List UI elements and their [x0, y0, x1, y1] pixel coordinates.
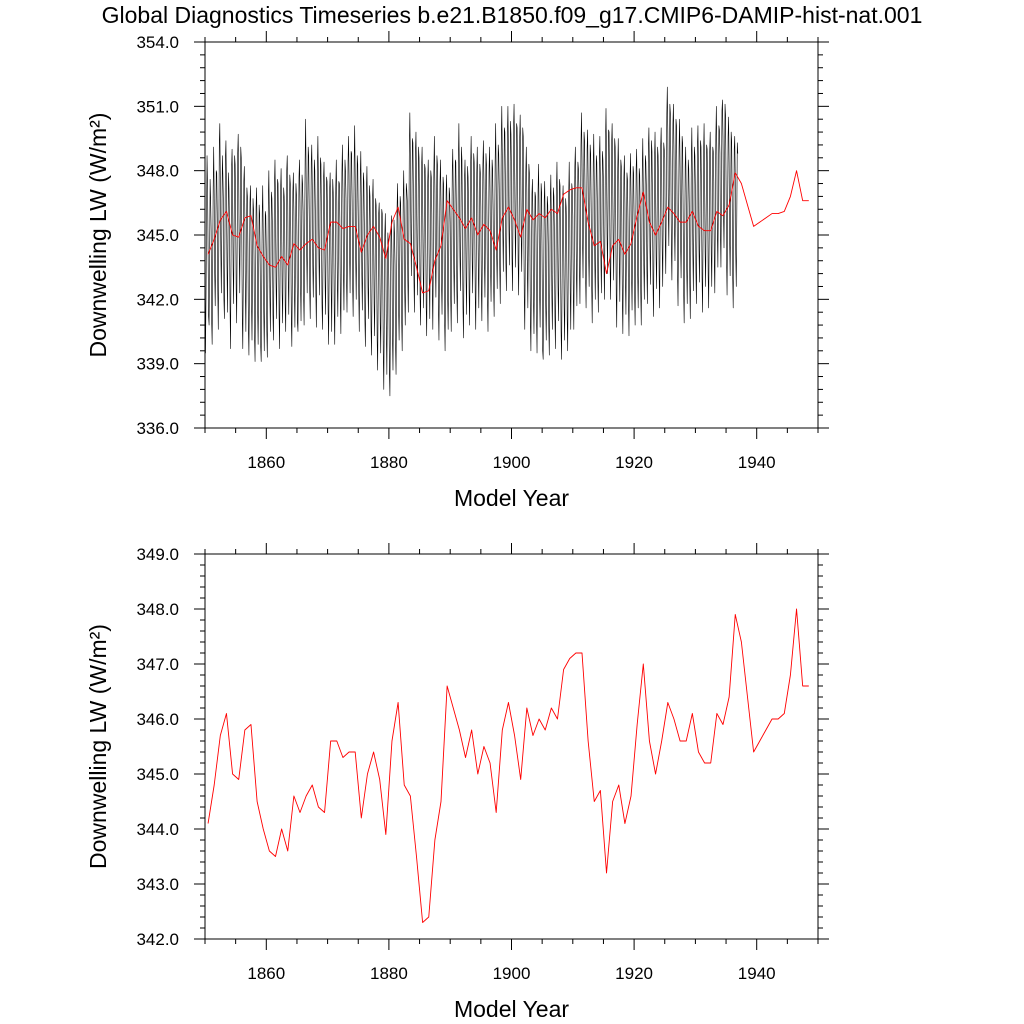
monthly-series-line [204, 86, 739, 397]
top-x-axis-title: Model Year [454, 485, 569, 511]
x-tick-label: 1900 [493, 453, 531, 472]
bottom-y-axis-title: Downwelling LW (W/m²) [85, 624, 111, 869]
x-tick-label: 1940 [738, 453, 776, 472]
x-tick-label: 1880 [370, 453, 408, 472]
x-tick-label: 1860 [247, 453, 285, 472]
y-tick-label: 354.0 [136, 33, 179, 52]
y-tick-label: 343.0 [136, 875, 179, 894]
y-tick-label: 342.0 [136, 290, 179, 309]
bottom-x-axis-title: Model Year [454, 996, 569, 1022]
bottom-ticks: 342.0 343.0 344.0 345.0 346.0 347.0 348.0 349.0… [136, 543, 829, 983]
x-tick-label: 1880 [370, 964, 408, 983]
y-tick-label: 336.0 [136, 419, 179, 438]
bottom-plot-frame [204, 553, 819, 940]
y-tick-label: 347.0 [136, 655, 179, 674]
y-tick-label: 345.0 [136, 765, 179, 784]
page-title: Global Diagnostics Timeseries b.e21.B185… [101, 2, 923, 28]
x-tick-label: 1860 [247, 964, 285, 983]
y-tick-label: 345.0 [136, 226, 179, 245]
annual-series-line [207, 608, 809, 923]
x-tick-label: 1900 [493, 964, 531, 983]
top-y-axis-title: Downwelling LW (W/m²) [85, 113, 111, 358]
y-tick-label: 351.0 [136, 97, 179, 116]
bottom-panel: 342.0 343.0 344.0 345.0 346.0 347.0 348.0 349.0… [85, 543, 829, 1022]
y-tick-label: 346.0 [136, 710, 179, 729]
y-tick-label: 339.0 [136, 355, 179, 374]
top-series [204, 86, 809, 397]
y-tick-label: 348.0 [136, 600, 179, 619]
y-tick-label: 344.0 [136, 820, 179, 839]
y-tick-label: 348.0 [136, 162, 179, 181]
y-tick-label: 342.0 [136, 930, 179, 949]
x-tick-label: 1920 [615, 453, 653, 472]
y-tick-label: 349.0 [136, 545, 179, 564]
x-tick-label: 1920 [615, 964, 653, 983]
top-panel: 336.0 339.0 342.0 345.0 348.0 351.0 354.0 1860 1… [85, 31, 829, 511]
top-ticks: 336.0 339.0 342.0 345.0 348.0 351.0 354.0 1860 1… [136, 31, 829, 472]
annual-series-line [207, 170, 809, 294]
x-tick-label: 1940 [738, 964, 776, 983]
bottom-series [207, 608, 809, 923]
